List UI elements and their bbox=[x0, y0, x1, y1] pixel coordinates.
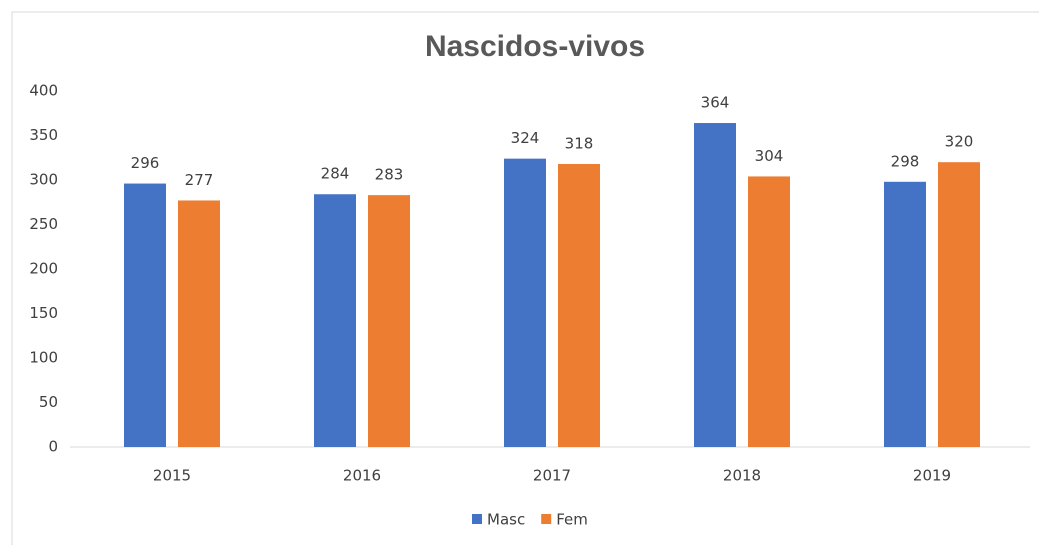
data-label: 298 bbox=[891, 152, 920, 170]
y-tick-label: 250 bbox=[29, 215, 58, 233]
y-tick-label: 200 bbox=[29, 260, 58, 278]
data-label: 324 bbox=[511, 129, 540, 147]
data-label: 284 bbox=[321, 165, 350, 183]
x-tick-label: 2018 bbox=[723, 467, 761, 485]
bar bbox=[694, 123, 736, 447]
bar bbox=[504, 158, 546, 447]
bar bbox=[368, 195, 410, 447]
data-label: 318 bbox=[565, 134, 594, 152]
bar bbox=[314, 194, 356, 447]
legend-swatch bbox=[472, 514, 482, 524]
legend-label: Masc bbox=[487, 511, 525, 529]
y-tick-label: 400 bbox=[29, 82, 58, 100]
y-tick-label: 350 bbox=[29, 126, 58, 144]
x-tick-label: 2016 bbox=[343, 467, 381, 485]
y-tick-label: 0 bbox=[48, 438, 58, 456]
x-tick-label: 2015 bbox=[153, 467, 191, 485]
bar bbox=[748, 176, 790, 447]
x-tick-label: 2019 bbox=[913, 467, 951, 485]
bar bbox=[124, 183, 166, 447]
legend-swatch bbox=[541, 514, 552, 524]
y-tick-label: 50 bbox=[39, 393, 58, 411]
bar bbox=[178, 200, 220, 447]
data-label: 283 bbox=[375, 166, 404, 184]
bar bbox=[558, 163, 600, 448]
bar bbox=[938, 162, 980, 447]
data-label: 304 bbox=[755, 147, 784, 165]
x-tick-label: 2017 bbox=[533, 467, 571, 485]
data-label: 277 bbox=[185, 171, 214, 189]
bar bbox=[884, 181, 926, 447]
y-tick-label: 100 bbox=[29, 349, 58, 367]
data-label: 364 bbox=[701, 94, 730, 112]
legend-label: Fem bbox=[556, 511, 588, 529]
chart-title: Nascidos-vivos bbox=[425, 30, 645, 63]
data-label: 296 bbox=[131, 154, 160, 172]
data-label: 320 bbox=[945, 133, 974, 151]
y-tick-label: 300 bbox=[29, 171, 58, 189]
y-tick-label: 150 bbox=[29, 304, 58, 322]
